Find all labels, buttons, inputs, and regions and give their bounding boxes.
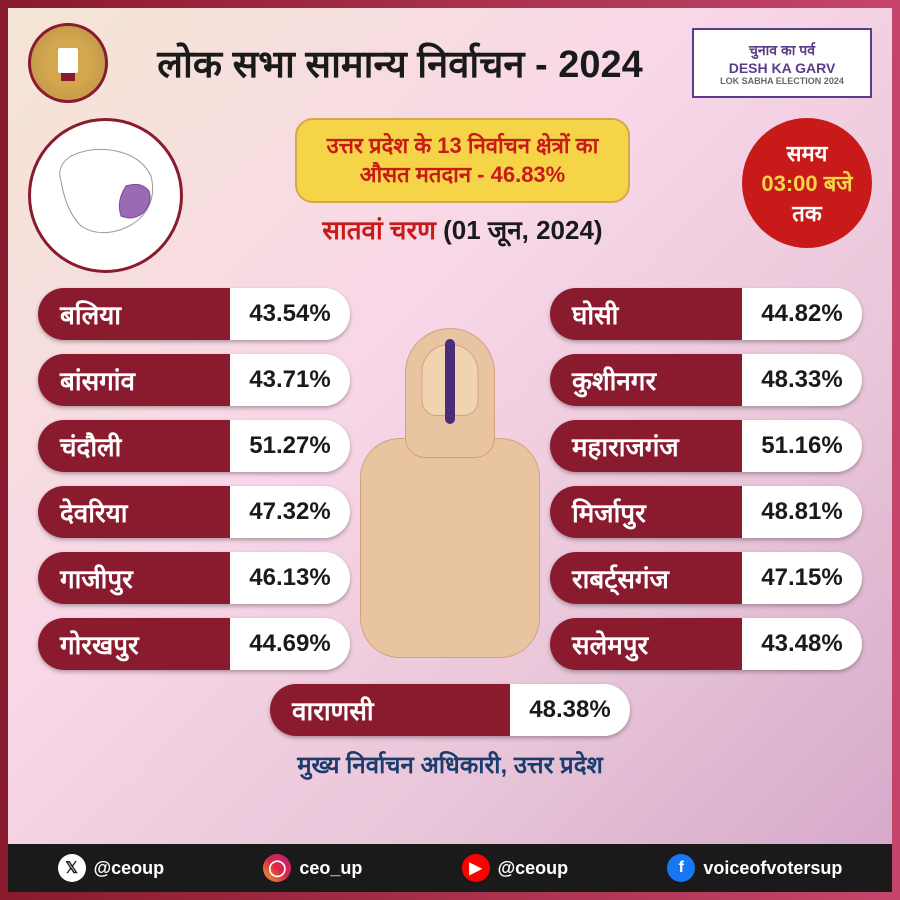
constituency-value: 47.15% xyxy=(742,552,862,604)
constituency-name: मिर्जापुर xyxy=(550,486,742,538)
time-badge: समय 03:00 बजे तक xyxy=(742,118,872,248)
youtube-icon: ▶ xyxy=(462,854,490,882)
constituency-pill: बलिया43.54% xyxy=(38,288,350,340)
constituency-name: गोरखपुर xyxy=(38,618,230,670)
authority-label: मुख्य निर्वाचन अधिकारी, उत्तर प्रदेश xyxy=(38,748,862,781)
constituency-value: 51.27% xyxy=(230,420,350,472)
social-youtube: ▶ @ceoup xyxy=(462,854,569,882)
time-l3: तक xyxy=(792,198,821,228)
constituency-pill: गाजीपुर46.13% xyxy=(38,552,350,604)
constituency-name: सलेमपुर xyxy=(550,618,742,670)
constituency-pill: देवरिया47.32% xyxy=(38,486,350,538)
header: लोक सभा सामान्य निर्वाचन - 2024 चुनाव का… xyxy=(8,8,892,113)
constituency-value: 47.32% xyxy=(230,486,350,538)
constituency-value: 48.33% xyxy=(742,354,862,406)
info-center: उत्तर प्रदेश के 13 निर्वाचन क्षेत्रों का… xyxy=(198,118,727,247)
constituency-name: महाराजगंज xyxy=(550,420,742,472)
social-x: 𝕏 @ceoup xyxy=(58,854,165,882)
left-column: बलिया43.54%बांसगांव43.71%चंदौली51.27%देव… xyxy=(38,288,350,670)
constituency-value: 44.69% xyxy=(230,618,350,670)
avg-line1: उत्तर प्रदेश के 13 निर्वाचन क्षेत्रों का xyxy=(327,132,599,161)
x-handle: @ceoup xyxy=(94,858,165,879)
average-box: उत्तर प्रदेश के 13 निर्वाचन क्षेत्रों का… xyxy=(295,118,631,203)
constituency-pill: राबर्ट्सगंज47.15% xyxy=(550,552,862,604)
campaign-logo: चुनाव का पर्व DESH KA GARV LOK SABHA ELE… xyxy=(692,28,872,98)
phase-date: (01 जून, 2024) xyxy=(436,215,603,245)
phase-name: सातवां चरण xyxy=(322,215,436,245)
constituency-name: देवरिया xyxy=(38,486,230,538)
constituency-name: कुशीनगर xyxy=(550,354,742,406)
social-bar: 𝕏 @ceoup ◯ ceo_up ▶ @ceoup f voiceofvote… xyxy=(8,844,892,892)
constituency-pill: बांसगांव43.71% xyxy=(38,354,350,406)
instagram-icon: ◯ xyxy=(263,854,291,882)
constituency-name: गाजीपुर xyxy=(38,552,230,604)
ceo-badge-icon xyxy=(28,23,108,103)
time-l1: समय xyxy=(787,138,828,168)
social-instagram: ◯ ceo_up xyxy=(263,854,362,882)
campaign-line1: चुनाव का पर्व xyxy=(749,41,815,60)
page-title: लोक सभा सामान्य निर्वाचन - 2024 xyxy=(118,37,682,89)
constituency-pill: मिर्जापुर48.81% xyxy=(550,486,862,538)
fb-handle: voiceofvotersup xyxy=(703,858,842,879)
yt-handle: @ceoup xyxy=(498,858,569,879)
state-map-icon xyxy=(28,118,183,273)
constituency-pill: गोरखपुर44.69% xyxy=(38,618,350,670)
constituency-name: वाराणसी xyxy=(270,684,510,736)
constituency-pill: सलेमपुर43.48% xyxy=(550,618,862,670)
constituency-value: 43.48% xyxy=(742,618,862,670)
campaign-line3: LOK SABHA ELECTION 2024 xyxy=(720,76,844,86)
constituency-value: 44.82% xyxy=(742,288,862,340)
data-area: बलिया43.54%बांसगांव43.71%चंदौली51.27%देव… xyxy=(8,278,892,781)
facebook-icon: f xyxy=(667,854,695,882)
phase-label: सातवां चरण (01 जून, 2024) xyxy=(322,211,602,247)
right-column: घोसी44.82%कुशीनगर48.33%महाराजगंज51.16%मि… xyxy=(550,288,862,670)
constituency-value: 43.54% xyxy=(230,288,350,340)
constituency-value: 46.13% xyxy=(230,552,350,604)
info-row: उत्तर प्रदेश के 13 निर्वाचन क्षेत्रों का… xyxy=(8,113,892,278)
constituency-pill: घोसी44.82% xyxy=(550,288,862,340)
constituency-value: 43.71% xyxy=(230,354,350,406)
constituency-value: 48.81% xyxy=(742,486,862,538)
constituency-pill: वाराणसी 48.38% xyxy=(270,684,630,736)
constituency-name: चंदौली xyxy=(38,420,230,472)
campaign-line2: DESH KA GARV xyxy=(729,60,836,76)
social-facebook: f voiceofvotersup xyxy=(667,854,842,882)
avg-line2: औसत मतदान - 46.83% xyxy=(327,161,599,190)
time-l2: 03:00 बजे xyxy=(761,168,852,198)
constituency-pill: महाराजगंज51.16% xyxy=(550,420,862,472)
constituency-value: 51.16% xyxy=(742,420,862,472)
x-icon: 𝕏 xyxy=(58,854,86,882)
constituency-name: बलिया xyxy=(38,288,230,340)
constituency-name: राबर्ट्सगंज xyxy=(550,552,742,604)
constituency-pill: चंदौली51.27% xyxy=(38,420,350,472)
constituency-value: 48.38% xyxy=(510,684,630,736)
constituency-pill: कुशीनगर48.33% xyxy=(550,354,862,406)
constituency-name: बांसगांव xyxy=(38,354,230,406)
constituency-columns: बलिया43.54%बांसगांव43.71%चंदौली51.27%देव… xyxy=(38,288,862,670)
constituency-name: घोसी xyxy=(550,288,742,340)
ig-handle: ceo_up xyxy=(299,858,362,879)
center-row: वाराणसी 48.38% xyxy=(38,684,862,736)
